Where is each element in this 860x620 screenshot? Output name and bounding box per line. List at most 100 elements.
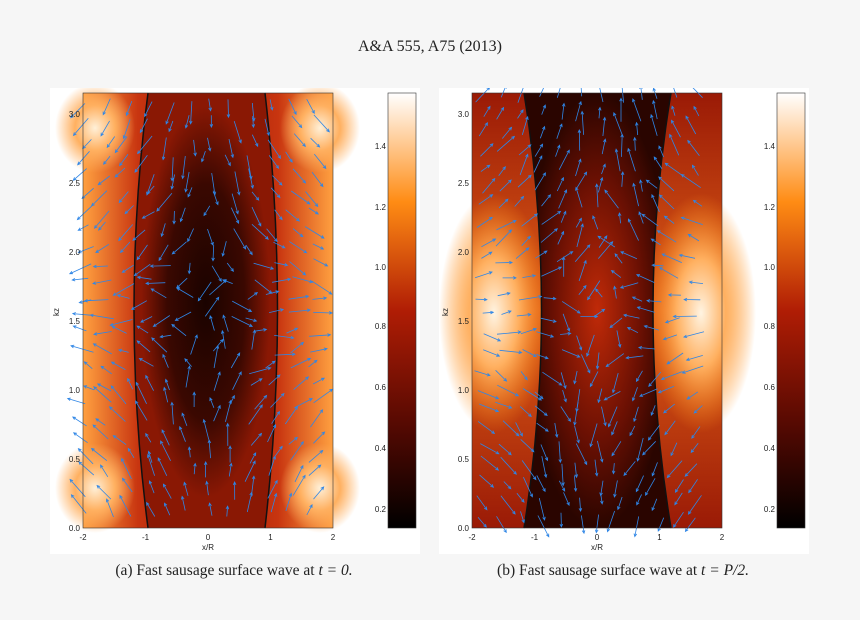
velocity-arrow-b-222 <box>589 423 598 448</box>
velocity-arrow-a-179 <box>310 347 328 353</box>
velocity-arrow-b-102 <box>598 235 608 248</box>
velocity-arrow-b-112 <box>556 251 574 263</box>
velocity-arrow-a-157 <box>93 331 112 336</box>
velocity-arrow-b-82 <box>658 194 675 210</box>
velocity-arrow-b-261 <box>645 478 656 496</box>
velocity-arrow-a-95 <box>304 226 325 239</box>
velocity-arrow-a-145 <box>89 313 114 320</box>
velocity-arrow-b-124 <box>561 256 566 277</box>
velocity-arrow-a-62 <box>118 191 129 204</box>
caption-a-text: Fast sausage surface wave at <box>136 562 315 579</box>
caption-b: (b) Fast sausage surface wave at t = P/2… <box>433 562 813 580</box>
velocity-arrow-b-126 <box>587 280 601 301</box>
velocity-arrow-a-120 <box>71 277 89 282</box>
velocity-arrow-b-140 <box>631 296 643 302</box>
velocity-arrow-b-151 <box>609 317 623 329</box>
caption-a-label: (a) <box>115 562 133 579</box>
velocity-arrow-b-116 <box>620 251 638 260</box>
caption-b-math: t = P/2. <box>701 562 749 579</box>
velocity-arrow-a-191 <box>308 359 318 368</box>
velocity-arrow-a-287 <box>306 503 313 516</box>
velocity-arrow-b-42 <box>601 138 607 155</box>
velocity-arrow-a-133 <box>83 298 109 303</box>
velocity-arrow-a-262 <box>294 464 304 483</box>
velocity-arrow-a-23 <box>313 114 330 133</box>
velocity-arrow-b-200 <box>631 387 638 402</box>
velocity-arrow-a-286 <box>285 492 293 512</box>
velocity-arrow-a-181 <box>100 365 112 375</box>
velocity-arrow-b-179 <box>685 355 703 361</box>
velocity-arrow-b-228 <box>480 443 500 455</box>
velocity-arrow-b-87 <box>541 210 562 225</box>
velocity-arrow-b-136 <box>561 301 581 314</box>
velocity-arrow-a-3 <box>144 101 153 118</box>
velocity-arrow-a-47 <box>313 153 327 170</box>
velocity-arrow-b-270 <box>600 493 604 505</box>
tube-interior-a <box>134 93 278 528</box>
velocity-arrow-b-115 <box>614 253 623 264</box>
velocity-arrow-a-192 <box>83 385 95 391</box>
velocity-arrow-a-88 <box>160 223 166 238</box>
velocity-arrow-b-78 <box>595 183 599 208</box>
velocity-arrow-b-169 <box>499 349 523 355</box>
velocity-arrow-a-164 <box>254 328 268 332</box>
velocity-arrow-b-36 <box>480 143 494 157</box>
velocity-arrow-b-157 <box>496 330 522 335</box>
velocity-arrow-a-265 <box>96 484 112 500</box>
velocity-arrow-a-112 <box>149 264 171 268</box>
velocity-arrow-a-39 <box>134 155 148 173</box>
velocity-arrow-a-253 <box>99 464 109 478</box>
velocity-arrow-a-250 <box>290 440 304 461</box>
velocity-arrow-b-71 <box>680 173 701 189</box>
cb-tick-a-6: 1.4 <box>375 142 387 151</box>
velocity-arrow-b-128 <box>619 282 639 289</box>
velocity-arrow-b-195 <box>534 391 544 400</box>
velocity-arrow-b-274 <box>674 492 683 506</box>
velocity-arrow-a-266 <box>121 477 133 493</box>
velocity-arrow-b-32 <box>635 121 639 136</box>
plot-frame-b <box>471 92 723 529</box>
velocity-arrow-a-159 <box>136 325 149 334</box>
velocity-arrow-b-120 <box>474 271 493 279</box>
y-tick-b-4: 2.0 <box>458 248 470 257</box>
velocity-arrow-a-267 <box>148 480 155 494</box>
velocity-arrow-b-125 <box>578 259 587 282</box>
velocity-arrow-b-89 <box>575 217 582 228</box>
velocity-arrow-a-4 <box>165 102 175 125</box>
velocity-arrow-b-55 <box>614 148 621 172</box>
velocity-arrow-b-159 <box>536 331 555 338</box>
velocity-arrow-b-187 <box>612 372 619 394</box>
velocity-arrow-a-271 <box>232 481 237 500</box>
velocity-arrow-a-24 <box>82 139 92 150</box>
velocity-arrow-b-100 <box>557 230 565 245</box>
x-tick-b-3: 1 <box>657 533 662 542</box>
velocity-arrow-b-219 <box>536 422 549 432</box>
velocity-arrow-b-143 <box>683 297 701 302</box>
velocity-arrow-b-191 <box>681 365 704 374</box>
velocity-arrow-a-31 <box>228 139 234 159</box>
velocity-arrow-b-250 <box>666 460 683 479</box>
velocity-arrow-a-225 <box>271 410 281 424</box>
velocity-arrow-b-173 <box>581 354 591 374</box>
velocity-arrow-a-236 <box>250 432 263 446</box>
velocity-arrow-a-240 <box>77 448 94 465</box>
journal-reference: A&A 555, A75 (2013) <box>358 38 502 55</box>
x-ticks-a: -2 -1 0 1 2 <box>79 533 335 542</box>
velocity-arrow-a-33 <box>267 139 281 160</box>
velocity-arrow-a-182 <box>110 361 126 370</box>
velocity-arrow-a-19 <box>233 120 242 144</box>
velocity-arrow-a-224 <box>248 404 263 425</box>
velocity-arrow-b-31 <box>613 112 623 136</box>
velocity-arrow-b-268 <box>563 492 570 507</box>
velocity-arrow-a-210 <box>209 397 215 408</box>
velocity-arrow-a-184 <box>162 353 169 368</box>
velocity-arrow-b-239 <box>690 443 699 454</box>
colorbar-ticks-b: 0.2 0.4 0.6 0.8 1.0 1.2 1.4 <box>764 142 776 514</box>
y-tick-a-0: 0.0 <box>69 524 81 533</box>
velocity-arrow-a-168 <box>70 344 94 353</box>
cb-tick-a-0: 0.2 <box>375 505 387 514</box>
hot-region-a1 <box>55 83 135 173</box>
velocity-arrow-b-147 <box>540 317 557 323</box>
velocity-arrow-a-188 <box>249 366 272 375</box>
velocity-arrow-a-77 <box>179 207 186 223</box>
